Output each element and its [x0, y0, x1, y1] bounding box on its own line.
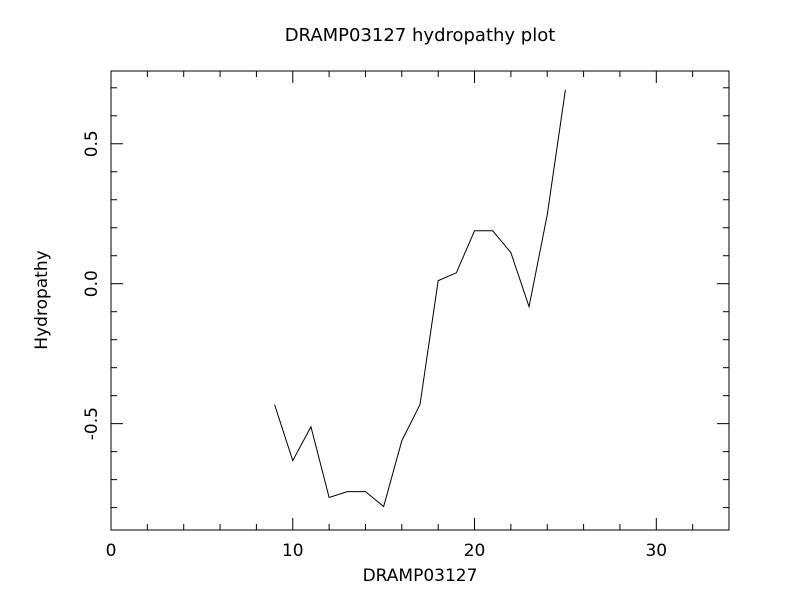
plot-frame	[110, 70, 730, 531]
x-tick-label: 0	[106, 541, 117, 561]
data-line	[274, 89, 566, 508]
chart-title: DRAMP03127 hydropathy plot	[285, 25, 556, 46]
y-axis-label: Hydropathy	[32, 250, 52, 349]
x-axis-label: DRAMP03127	[363, 566, 478, 586]
y-tick-label: 0.0	[82, 270, 102, 297]
x-tick-label: 10	[282, 541, 304, 561]
y-tick-label: 0.5	[82, 130, 102, 157]
x-tick-label: 20	[464, 541, 486, 561]
x-tick-label: 30	[645, 541, 667, 561]
y-tick-label: -0.5	[82, 407, 102, 440]
